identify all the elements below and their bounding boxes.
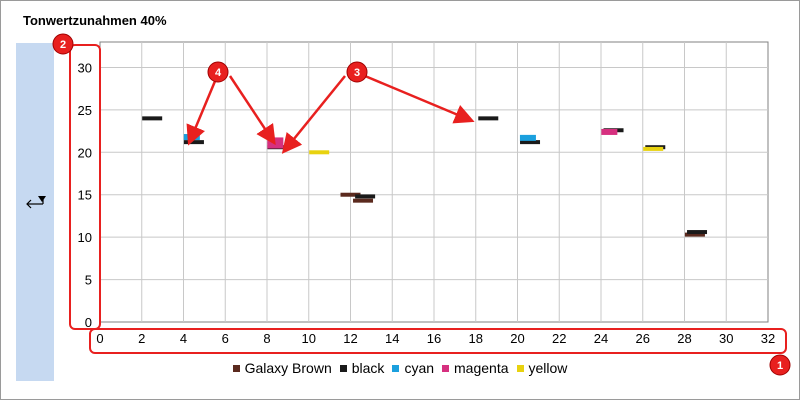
point-black	[478, 116, 499, 121]
annotation-marker-3	[346, 61, 368, 83]
legend-item-yellow: yellow	[516, 360, 568, 376]
point-magenta	[267, 142, 284, 149]
x-tick-label: 16	[427, 331, 441, 346]
annotation-marker-label: 3	[354, 67, 360, 79]
legend: Galaxy Brown black cyan magenta yellow	[0, 358, 800, 378]
y-tick-label: 30	[78, 60, 92, 75]
point-black	[355, 194, 376, 199]
point-black	[142, 116, 163, 121]
axis-arrow-icon[interactable]	[25, 193, 47, 211]
x-tick-label: 20	[510, 331, 524, 346]
annotation-arrow	[281, 75, 346, 154]
legend-swatch	[442, 364, 450, 372]
y-tick-label: 25	[78, 103, 92, 118]
annotation-marker-1	[769, 354, 791, 376]
legend-swatch	[392, 364, 400, 372]
legend-item-black: black	[339, 360, 385, 376]
y-tick-label: 20	[78, 145, 92, 160]
annotation-marker-4	[207, 61, 229, 83]
point-magenta	[601, 128, 618, 135]
x-tick-label: 28	[677, 331, 691, 346]
point-yellow	[643, 146, 664, 151]
x-tick-label: 14	[385, 331, 399, 346]
point-black	[520, 140, 541, 145]
x-tick-label: 4	[180, 331, 187, 346]
annotation-arrow	[228, 75, 276, 146]
annotation-arrow	[186, 73, 220, 146]
y-tick-label: 10	[78, 230, 92, 245]
legend-item-galaxy-brown: Galaxy Brown	[232, 360, 332, 376]
annotation-arrow	[364, 74, 475, 124]
legend-swatch	[339, 364, 347, 372]
legend-label: yellow	[528, 360, 568, 376]
legend-label: black	[351, 360, 385, 376]
point-black	[687, 230, 708, 235]
y-axis-highlight	[69, 44, 101, 330]
chart-title: Tonwertzunahmen 40%	[23, 13, 167, 28]
legend-label: cyan	[404, 360, 435, 376]
x-tick-label: 10	[302, 331, 316, 346]
legend-label: Galaxy Brown	[244, 360, 332, 376]
x-tick-label: 8	[263, 331, 270, 346]
annotation-marker-label: 2	[60, 39, 66, 51]
gridlines	[100, 42, 768, 322]
x-tick-label: 24	[594, 331, 608, 346]
point-galaxy-brown	[353, 198, 374, 203]
legend-item-cyan: cyan	[392, 360, 434, 376]
x-tick-label: 30	[719, 331, 733, 346]
annotation-marker-label: 4	[215, 67, 222, 79]
x-tick-label: 18	[469, 331, 483, 346]
x-tick-label: 0	[96, 331, 103, 346]
point-galaxy-brown	[340, 192, 361, 197]
y-tick-label: 15	[78, 188, 92, 203]
legend-label: magenta	[454, 360, 509, 376]
x-tick-label: 26	[636, 331, 650, 346]
y-tick-label: 0	[85, 315, 92, 330]
x-axis-highlight	[89, 328, 787, 354]
axis-ticks: 0 2 4 6 8 10 12 14 16 18 20 22 24 26 28 30 3205101520253…	[78, 60, 776, 346]
x-tick-label: 12	[343, 331, 357, 346]
side-panel[interactable]	[16, 43, 54, 381]
annotation-marker-2	[52, 33, 74, 55]
x-tick-label: 6	[222, 331, 229, 346]
point-yellow	[309, 150, 330, 155]
legend-swatch	[516, 364, 524, 372]
point-cyan	[519, 134, 536, 141]
y-tick-label: 5	[85, 273, 92, 288]
point-galaxy-brown	[684, 232, 705, 237]
legend-swatch	[232, 364, 240, 372]
x-tick-label: 22	[552, 331, 566, 346]
x-tick-label: 2	[138, 331, 145, 346]
x-tick-label: 32	[761, 331, 775, 346]
point-black	[183, 140, 204, 145]
legend-item-magenta: magenta	[442, 360, 509, 376]
annotation-marker-label: 1	[777, 360, 783, 372]
